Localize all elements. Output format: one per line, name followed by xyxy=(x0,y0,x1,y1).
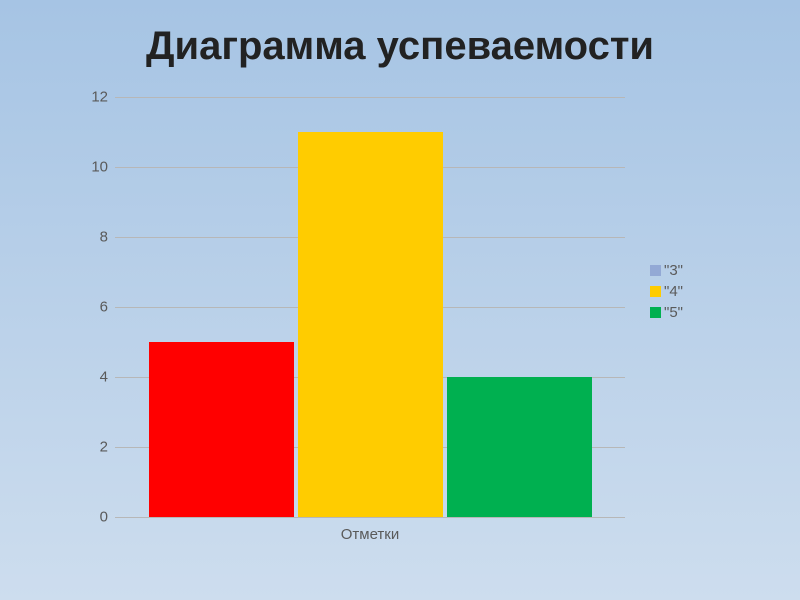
bars-group xyxy=(115,97,625,517)
bar xyxy=(447,377,592,517)
bar xyxy=(149,342,294,517)
legend-swatch xyxy=(650,286,661,297)
plot-area: Отметки xyxy=(115,97,625,517)
y-tick-label: 2 xyxy=(84,439,108,456)
x-axis-label: Отметки xyxy=(115,526,625,543)
legend-swatch xyxy=(650,265,661,276)
legend: "3" "4" "5" xyxy=(650,262,683,325)
legend-item: "4" xyxy=(650,283,683,300)
legend-label: "5" xyxy=(664,304,683,321)
y-tick-label: 8 xyxy=(84,229,108,246)
legend-swatch xyxy=(650,307,661,318)
gridline xyxy=(115,517,625,518)
legend-item: "3" xyxy=(650,262,683,279)
y-tick-label: 6 xyxy=(84,299,108,316)
y-tick-label: 10 xyxy=(84,159,108,176)
bar xyxy=(298,132,443,517)
legend-label: "3" xyxy=(664,262,683,279)
legend-label: "4" xyxy=(664,283,683,300)
legend-item: "5" xyxy=(650,304,683,321)
y-tick-label: 0 xyxy=(84,509,108,526)
page-title: Диаграмма успеваемости xyxy=(0,0,800,87)
y-tick-label: 4 xyxy=(84,369,108,386)
chart-container: Отметки 0 2 4 6 8 10 12 "3" "4" "5" xyxy=(60,87,780,567)
y-tick-label: 12 xyxy=(84,89,108,106)
